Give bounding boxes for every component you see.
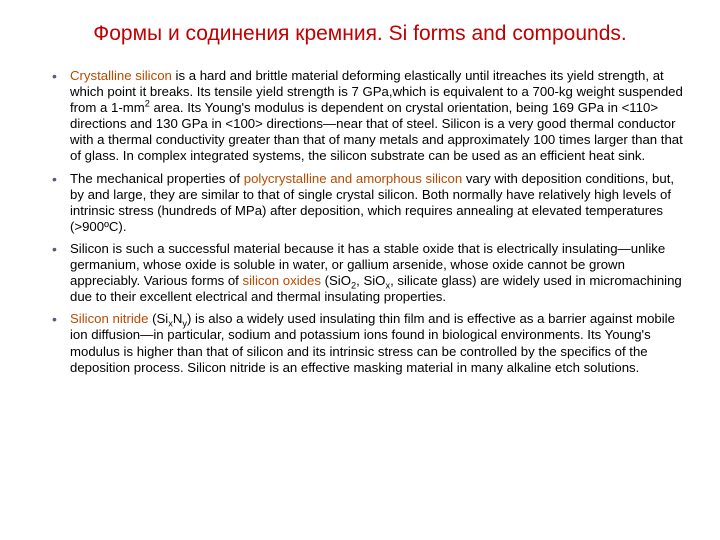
body-text: (Si — [148, 311, 168, 326]
slide-title: Формы и содинения кремния. Si forms and … — [36, 22, 684, 46]
body-text: (SiO — [321, 273, 351, 288]
bullet-item: Silicon is such a successful material be… — [52, 241, 684, 305]
highlight-text: Silicon nitride — [70, 311, 148, 326]
highlight-text: silicon oxides — [243, 273, 321, 288]
body-text: , SiO — [356, 273, 385, 288]
bullet-item: Silicon nitride (SixNy) is also a widely… — [52, 311, 684, 375]
body-text: area. Its Young's modulus is dependent o… — [70, 100, 683, 163]
bullet-list: Crystalline silicon is a hard and brittl… — [36, 68, 684, 376]
bullet-item: The mechanical properties of polycrystal… — [52, 171, 684, 235]
highlight-text: Crystalline silicon — [70, 68, 172, 83]
slide: Формы и содинения кремния. Si forms and … — [0, 0, 720, 540]
bullet-item: Crystalline silicon is a hard and brittl… — [52, 68, 684, 165]
body-text: N — [173, 311, 183, 326]
highlight-text: polycrystalline and amorphous silicon — [244, 171, 462, 186]
body-text: The mechanical properties of — [70, 171, 244, 186]
